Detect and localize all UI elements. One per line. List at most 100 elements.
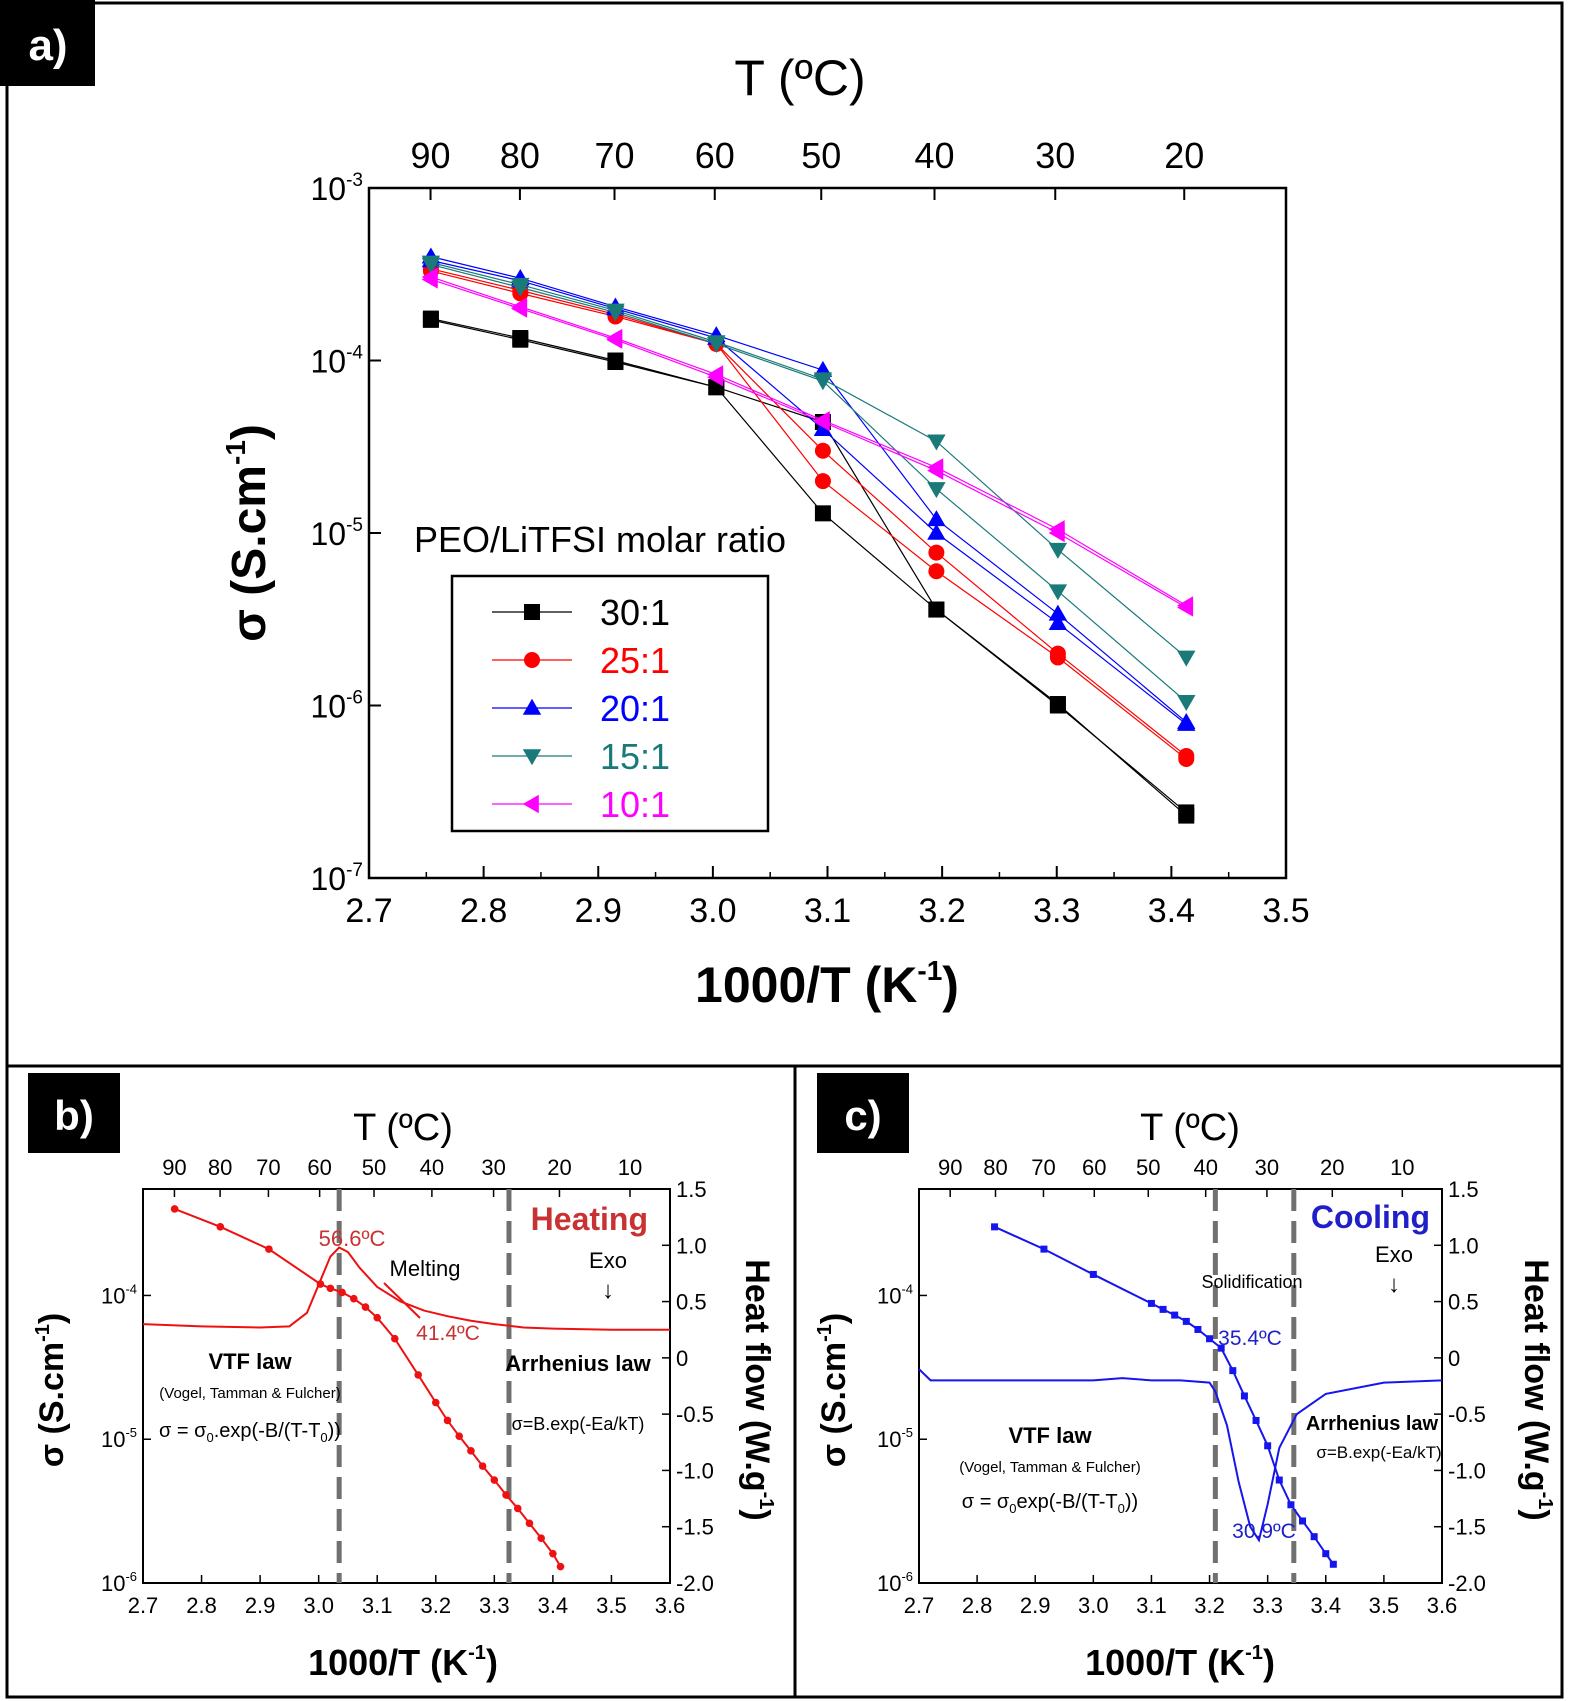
conductivity-point [373, 1313, 382, 1322]
legend-label: 20:1 [600, 688, 670, 729]
top-tick-label: 80 [983, 1155, 1007, 1180]
legend-marker [522, 698, 542, 715]
series-line [430, 259, 1187, 725]
data-point [928, 544, 945, 561]
legend-label: 15:1 [600, 736, 670, 777]
panel-a-series [421, 247, 1196, 824]
conductivity-point [1240, 1392, 1248, 1400]
panel-b-top-ticks: 90 80 70 60 50 40 30 20 10 [162, 1155, 642, 1197]
panel-a-label: a) [28, 21, 67, 70]
panel-c-exo-label: Exo [1375, 1242, 1413, 1267]
x-tick-label: 3.6 [1427, 1593, 1458, 1618]
conductivity-point [1206, 1335, 1214, 1343]
panel-b-onset-label: 41.4ºC [416, 1322, 480, 1345]
legend-marker [524, 604, 540, 620]
conductivity-point [361, 1303, 370, 1311]
conductivity-point [265, 1245, 273, 1253]
conductivity-point [1229, 1367, 1237, 1375]
top-tick-label: 50 [362, 1155, 386, 1180]
conductivity-point [1299, 1517, 1307, 1525]
y2-tick-label: 1.5 [676, 1177, 707, 1202]
series-line [430, 256, 1187, 723]
data-point [707, 336, 726, 353]
data-point [421, 270, 438, 289]
data-point [421, 257, 441, 274]
top-tick-label: 90 [411, 135, 451, 176]
top-tick-label: 90 [162, 1155, 186, 1180]
x-tick-label: 3.5 [596, 1593, 627, 1618]
conductivity-point [513, 1504, 522, 1513]
panel-c-vtf-sub: (Vogel, Tamman & Fulcher) [959, 1459, 1140, 1476]
panel-b-exo-arrow: ↓ [602, 1277, 614, 1304]
top-tick-label: 70 [256, 1155, 280, 1180]
panel-b-arrhenius-title: Arrhenius law [505, 1351, 651, 1376]
series-line [430, 317, 1187, 813]
y-tick-label: 10-5 [311, 515, 364, 552]
conductivity-point [1275, 1476, 1283, 1484]
panel-b-ylabel: σ (S.cm-1) [32, 1313, 71, 1467]
y2-tick-label: 1.0 [676, 1233, 707, 1258]
panel-c-label: c) [844, 1092, 881, 1139]
x-tick-label: 3.5 [1262, 892, 1309, 930]
conductivity-point [1322, 1550, 1330, 1558]
data-point [813, 374, 833, 391]
data-point [927, 523, 946, 540]
conductivity-point [490, 1476, 499, 1484]
y-tick-label: 10-4 [311, 343, 364, 380]
panel-a-ylabel: σ (S.cm-1) [220, 424, 276, 642]
x-tick-label: 2.9 [245, 1593, 276, 1618]
y2-tick-label: -2.0 [676, 1571, 714, 1596]
legend-marker [522, 794, 539, 814]
data-point [1048, 523, 1065, 543]
panel-b-label: b) [54, 1092, 94, 1139]
series-line [430, 276, 1187, 607]
panel-a-xlabel: 1000/T (K-1) [695, 955, 959, 1013]
data-point [927, 461, 944, 480]
top-tick-label: 10 [618, 1155, 642, 1180]
data-point [1048, 613, 1068, 630]
conductivity-point [1217, 1344, 1225, 1352]
panel-c-y2label: Heat flow (W.g-1) [1517, 1259, 1556, 1520]
y2-tick-label: 1.0 [1448, 1233, 1479, 1258]
conductivity-point [443, 1416, 452, 1425]
x-tick-label: 3.1 [362, 1593, 393, 1618]
panel-c-transition-lines [1212, 1189, 1297, 1583]
top-tick-label: 20 [1164, 135, 1204, 176]
conductivity-point [1182, 1317, 1190, 1325]
panel-c-vtf-equation: σ = σ0exp(-B/(T-T0)) [962, 1491, 1138, 1516]
panel-b-series [142, 1205, 670, 1571]
heat-flow-curve [142, 1246, 670, 1331]
top-tick-label: 90 [938, 1155, 962, 1180]
data-point [1177, 650, 1196, 667]
conductivity-point [170, 1205, 179, 1213]
top-tick-label: 70 [594, 135, 634, 176]
data-point [1178, 807, 1195, 824]
conductivity-point [1040, 1245, 1048, 1253]
x-tick-label: 3.0 [1078, 1593, 1109, 1618]
data-point [927, 482, 946, 499]
conductivity-point [549, 1549, 557, 1558]
top-tick-label: 40 [1193, 1155, 1217, 1180]
legend-marker [524, 652, 540, 668]
x-tick-label: 2.7 [904, 1593, 935, 1618]
series-line [430, 263, 1187, 703]
panel-c-top-ticks: 90 80 70 60 50 40 30 20 10 [938, 1155, 1415, 1197]
y2-tick-label: -0.5 [676, 1402, 714, 1427]
panel-b-label-box [28, 1073, 120, 1153]
legend-label: 10:1 [600, 784, 670, 825]
top-tick-label: 50 [801, 135, 841, 176]
conductivity-point [1147, 1299, 1155, 1307]
x-tick-label: 3.2 [918, 892, 965, 930]
x-tick-label: 3.0 [689, 892, 736, 930]
y-tick-label: 10-3 [311, 170, 364, 207]
y2-tick-label: 0 [1448, 1346, 1460, 1371]
top-tick-label: 60 [307, 1155, 331, 1180]
y2-tick-label: -2.0 [1448, 1571, 1486, 1596]
conductivity-point [350, 1294, 358, 1303]
data-point [1048, 542, 1068, 559]
x-tick-label: 3.3 [479, 1593, 510, 1618]
panel-c-frame [793, 1064, 1564, 1699]
panel-a-axes: 2.7 2.8 2.9 3.0 3.1 3.2 3.3 3.4 3.5 10-3 10-4 10-5 1… [311, 170, 1310, 930]
conductivity-point [991, 1223, 999, 1231]
x-tick-label: 3.1 [1136, 1593, 1167, 1618]
